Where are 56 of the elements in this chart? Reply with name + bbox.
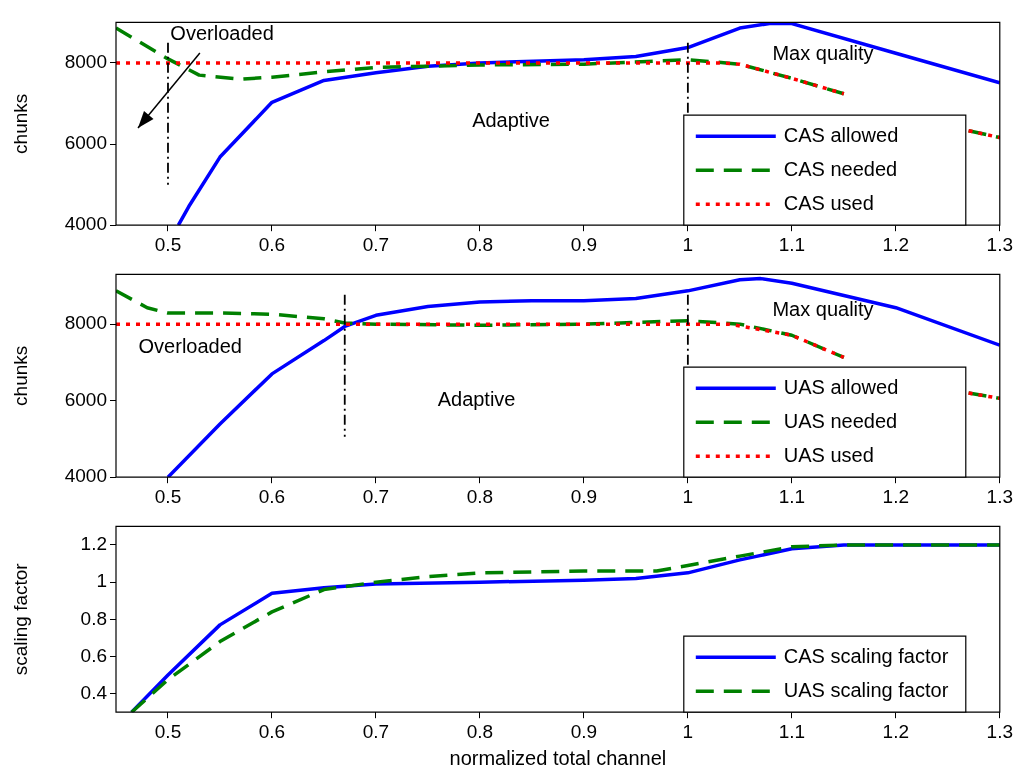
x-tick-label: 0.8	[466, 485, 494, 507]
y-tick-label: 6000	[64, 388, 107, 410]
y-tick-label: 8000	[64, 51, 107, 73]
x-tick-label: 0.9	[570, 233, 598, 255]
x-tick-label: 0.5	[154, 233, 182, 255]
legend-label: UAS allowed	[783, 375, 899, 398]
y-tick-label: 8000	[64, 312, 107, 334]
annotation: Overloaded	[138, 334, 242, 357]
annotation: Max quality	[772, 42, 874, 65]
y-tick-label: 6000	[64, 132, 107, 154]
y-tick-label: 4000	[64, 465, 107, 487]
x-tick-label: 1.1	[778, 720, 806, 742]
x-tick-label: 1.2	[882, 233, 910, 255]
legend-label: UAS used	[783, 443, 874, 466]
legend-label: CAS scaling factor	[783, 644, 949, 667]
y-tick-label: 1	[96, 570, 107, 592]
legend-label: UAS scaling factor	[783, 678, 949, 701]
x-tick-label: 0.8	[466, 233, 494, 255]
y-axis-title: chunks	[9, 345, 31, 406]
x-tick-label: 1	[682, 720, 694, 742]
annotation: Adaptive	[472, 109, 550, 132]
x-tick-label: 0.5	[154, 720, 182, 742]
x-tick-label: 1.1	[778, 485, 806, 507]
y-tick-label: 4000	[64, 213, 107, 235]
x-tick-label: 0.7	[362, 720, 390, 742]
annotation: Overloaded	[170, 22, 274, 45]
x-tick-label: 1.3	[986, 233, 1013, 255]
legend-label: UAS needed	[783, 409, 898, 432]
y-tick-label: 0.8	[80, 607, 107, 629]
annotation: Max quality	[772, 298, 874, 321]
legend-label: CAS used	[783, 191, 874, 214]
x-tick-label: 1	[682, 233, 694, 255]
y-axis-title: scaling factor	[9, 562, 31, 676]
y-tick-label: 0.6	[80, 644, 107, 666]
x-tick-label: 0.6	[258, 720, 286, 742]
x-tick-label: 0.5	[154, 485, 182, 507]
legend-label: CAS needed	[783, 157, 898, 180]
x-tick-label: 1.1	[778, 233, 806, 255]
x-tick-label: 0.9	[570, 485, 598, 507]
x-tick-label: 1.3	[986, 720, 1013, 742]
annotation: Adaptive	[437, 387, 516, 410]
y-axis-title: chunks	[9, 93, 31, 154]
x-tick-label: 1	[682, 485, 694, 507]
x-tick-label: 0.6	[258, 233, 286, 255]
x-tick-label: 1.3	[986, 485, 1013, 507]
x-tick-label: 1.2	[882, 720, 910, 742]
x-tick-label: 0.7	[362, 485, 390, 507]
x-tick-label: 0.7	[362, 233, 390, 255]
legend-label: CAS allowed	[783, 123, 899, 146]
x-tick-label: 1.2	[882, 485, 910, 507]
y-tick-label: 1.2	[80, 533, 107, 555]
x-tick-label: 0.6	[258, 485, 286, 507]
y-tick-label: 0.4	[80, 681, 108, 703]
x-tick-label: 0.9	[570, 720, 598, 742]
x-tick-label: 0.8	[466, 720, 494, 742]
x-axis-title: normalized total channel	[449, 746, 667, 769]
